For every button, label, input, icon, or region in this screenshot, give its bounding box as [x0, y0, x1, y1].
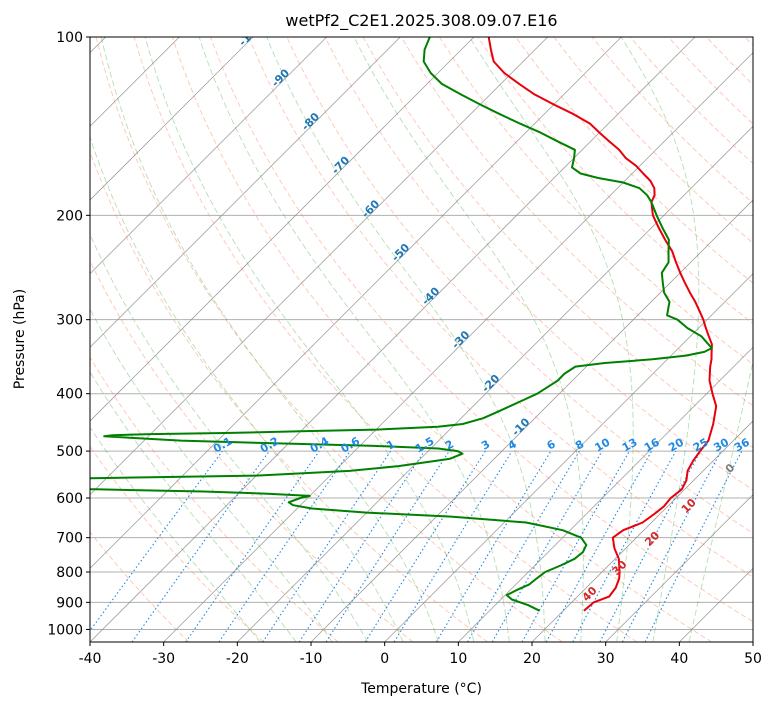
x-tick-label: 40 — [670, 651, 688, 667]
chart-title: wetPf2_C2E1.2025.308.09.07.E16 — [285, 11, 557, 31]
moist-adiabat — [266, 37, 546, 642]
dry-adiabat — [133, 37, 638, 642]
mixing-ratio-line — [90, 450, 223, 632]
dry-adiabat — [171, 37, 712, 642]
skewed-isotherm — [605, 494, 753, 642]
skewed-isotherm — [531, 420, 753, 642]
skewed-isotherm — [752, 641, 753, 642]
mixing-ratio-line — [545, 450, 653, 642]
plot-frame — [89, 36, 754, 643]
x-tick-label: 30 — [597, 651, 615, 667]
moist-adiabat — [620, 37, 700, 642]
dewpoint-profile — [90, 37, 713, 612]
y-tick-label: 400 — [56, 387, 83, 403]
skewed-isotherm — [310, 199, 753, 642]
skewed-isotherm — [90, 37, 401, 348]
mixing-ratio-line — [572, 450, 677, 642]
x-tick-label: -20 — [226, 651, 249, 667]
skewed-isotherm — [90, 37, 548, 496]
dry-adiabat — [95, 37, 563, 642]
y-tick-label: 1000 — [47, 622, 83, 638]
isotherm-label: -100 — [236, 20, 265, 49]
skewed-isotherm — [90, 37, 696, 642]
y-tick-label: 300 — [56, 313, 83, 329]
mixing-ratio-line — [644, 450, 743, 642]
moist-adiabat — [198, 37, 510, 642]
background-lines — [90, 37, 753, 642]
skewed-isotherm — [458, 346, 753, 642]
x-tick-label: -10 — [300, 651, 323, 667]
mixing-ratio-line — [218, 450, 351, 642]
y-tick-label: 900 — [56, 595, 83, 611]
moist-adiabat — [100, 37, 439, 642]
x-tick-label: 50 — [744, 651, 762, 667]
moist-adiabat — [688, 359, 753, 642]
y-tick-label: 700 — [56, 531, 83, 547]
dry-adiabat — [248, 37, 753, 578]
profile-series — [90, 37, 718, 612]
mixing-ratio-line — [393, 450, 513, 642]
mixing-ratio-line — [185, 450, 320, 642]
dry-adiabat — [400, 37, 753, 407]
moist-adiabat — [90, 233, 369, 642]
skewed-isotherm — [90, 37, 254, 201]
dry-adiabat — [210, 37, 753, 623]
moist-adiabat — [144, 37, 475, 642]
temperature-profile — [487, 37, 718, 612]
dry-adiabat — [90, 259, 414, 642]
x-tick-label: 20 — [523, 651, 541, 667]
mixing-ratio-line — [131, 450, 270, 642]
skewed-isotherm — [163, 52, 753, 642]
skewed-isotherm — [90, 37, 622, 569]
x-tick-label: -30 — [152, 651, 175, 667]
y-tick-label: 800 — [56, 565, 83, 581]
x-tick-label: 0 — [380, 651, 389, 667]
dry-adiabat — [90, 531, 190, 642]
moist-adiabat — [90, 135, 404, 642]
moist-adiabat — [90, 426, 261, 642]
mixing-ratio-line — [298, 450, 425, 642]
y-tick-label: 600 — [56, 491, 83, 507]
y-tick-label: 100 — [56, 30, 83, 46]
y-tick-label: 200 — [56, 208, 83, 224]
y-axis: 100 200 300 400 500 600 700 800 900 1000 — [47, 30, 90, 638]
dry-adiabat — [515, 37, 753, 284]
dry-adiabat — [90, 150, 488, 642]
skewed-isotherm — [90, 37, 475, 422]
moist-adiabat — [353, 37, 584, 642]
x-tick-label: 10 — [449, 651, 467, 667]
y-axis-title: Pressure (hPa) — [12, 289, 28, 389]
grid-lines — [90, 37, 753, 630]
dry-adiabat — [90, 356, 339, 642]
dry-adiabat — [90, 445, 264, 642]
x-tick-label: -40 — [79, 651, 102, 667]
x-axis-title: Temperature (°C) — [360, 681, 482, 697]
y-tick-label: 500 — [56, 444, 83, 460]
skewed-isotherm — [237, 125, 753, 642]
skewed-isotherm — [90, 37, 327, 275]
mixing-ratio-line — [262, 450, 392, 642]
moist-adiabat — [90, 370, 297, 642]
plot-background — [90, 37, 753, 642]
dry-adiabat — [324, 37, 753, 491]
x-axis: -40 -30 -20 -10 0 10 20 30 40 50 — [79, 642, 762, 667]
mixing-ratio-line — [325, 450, 450, 642]
dry-adiabat — [439, 37, 753, 365]
skewed-isotherm — [384, 273, 753, 642]
